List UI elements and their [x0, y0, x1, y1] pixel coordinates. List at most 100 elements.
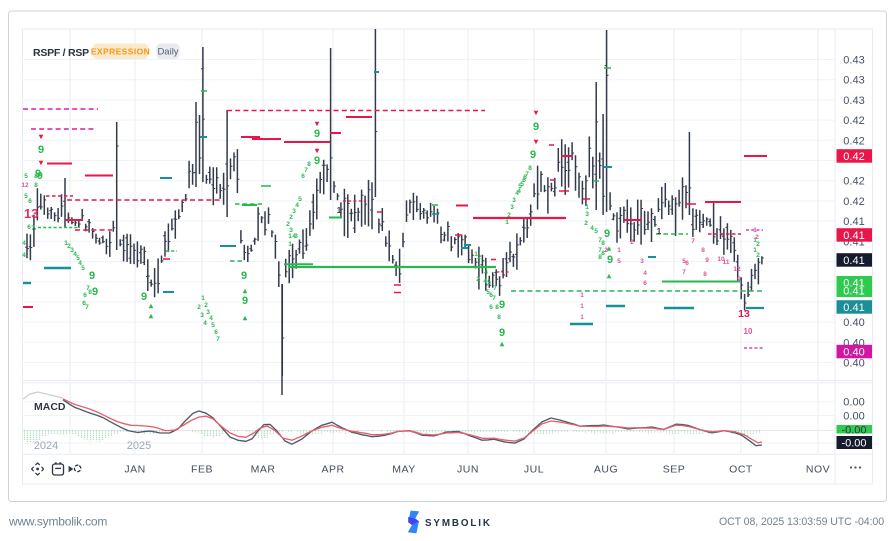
svg-text:8: 8 — [497, 314, 501, 321]
svg-text:MAR: MAR — [251, 464, 276, 476]
svg-text:0.42: 0.42 — [843, 176, 864, 188]
svg-text:5: 5 — [520, 181, 524, 188]
svg-text:SEP: SEP — [663, 464, 686, 476]
svg-text:9: 9 — [89, 270, 95, 282]
svg-text:2024: 2024 — [34, 440, 58, 452]
svg-text:5: 5 — [76, 255, 80, 262]
svg-text:4: 4 — [73, 251, 77, 258]
svg-text:5: 5 — [24, 193, 28, 200]
svg-text:FEB: FEB — [191, 464, 213, 476]
svg-text:SYMBOLIK: SYMBOLIK — [425, 518, 492, 529]
svg-text:8: 8 — [495, 304, 499, 311]
svg-text:EXPRESSION: EXPRESSION — [91, 47, 150, 57]
svg-text:3: 3 — [640, 258, 644, 265]
svg-text:1: 1 — [64, 240, 68, 247]
svg-text:10: 10 — [717, 256, 725, 263]
svg-text:0.43: 0.43 — [843, 55, 864, 67]
svg-text:9: 9 — [141, 291, 147, 303]
svg-text:13: 13 — [24, 206, 38, 221]
svg-text:8: 8 — [88, 289, 92, 296]
svg-text:1: 1 — [337, 206, 342, 215]
svg-text:4: 4 — [203, 320, 207, 327]
svg-text:3: 3 — [289, 227, 293, 234]
svg-text:6: 6 — [522, 177, 526, 184]
svg-text:7: 7 — [85, 304, 89, 311]
svg-text:2025: 2025 — [127, 440, 151, 452]
svg-text:7: 7 — [216, 336, 220, 343]
svg-text:5: 5 — [594, 228, 598, 235]
svg-text:0.42: 0.42 — [843, 151, 864, 163]
svg-text:2: 2 — [756, 252, 760, 259]
svg-text:5: 5 — [298, 196, 302, 203]
svg-text:0.42: 0.42 — [843, 196, 864, 208]
svg-text:4: 4 — [209, 315, 213, 322]
svg-text:3: 3 — [585, 211, 589, 218]
svg-text:6: 6 — [489, 304, 493, 311]
svg-text:9: 9 — [607, 254, 613, 266]
svg-text:OCT 08, 2025 13:03:59 UTC -04:: OCT 08, 2025 13:03:59 UTC -04:00 — [719, 516, 884, 528]
svg-text:4: 4 — [515, 190, 519, 197]
svg-text:7: 7 — [492, 295, 496, 302]
svg-text:2: 2 — [630, 239, 634, 246]
svg-text:7: 7 — [598, 247, 602, 254]
svg-text:2: 2 — [755, 234, 759, 241]
svg-text:4: 4 — [78, 260, 82, 267]
svg-text:2: 2 — [286, 221, 290, 228]
svg-text:0.00: 0.00 — [843, 397, 864, 409]
svg-text:4: 4 — [22, 252, 26, 259]
svg-text:NOV: NOV — [806, 464, 830, 476]
svg-text:3: 3 — [512, 197, 516, 204]
svg-text:6: 6 — [83, 292, 87, 299]
svg-text:7: 7 — [525, 171, 529, 178]
svg-text:7: 7 — [86, 285, 90, 292]
svg-text:9: 9 — [241, 270, 247, 282]
svg-text:9: 9 — [533, 121, 539, 133]
svg-text:MACD: MACD — [34, 401, 66, 413]
svg-text:4: 4 — [295, 202, 299, 209]
svg-text:1: 1 — [201, 295, 205, 302]
svg-text:9: 9 — [37, 171, 43, 182]
svg-text:0.41: 0.41 — [843, 286, 864, 298]
svg-text:1: 1 — [585, 204, 589, 211]
svg-text:8: 8 — [34, 182, 38, 189]
svg-text:8: 8 — [307, 161, 311, 168]
svg-text:0.41: 0.41 — [843, 278, 864, 290]
svg-text:-0.00: -0.00 — [841, 424, 866, 436]
svg-text:RSPF / RSP: RSPF / RSP — [33, 47, 89, 59]
svg-text:6: 6 — [523, 174, 527, 181]
svg-text:2: 2 — [584, 220, 588, 227]
svg-text:JUN: JUN — [457, 464, 479, 476]
svg-text:Daily: Daily — [157, 47, 178, 58]
svg-text:2: 2 — [507, 212, 511, 219]
svg-text:8: 8 — [601, 250, 605, 257]
svg-text:4: 4 — [292, 233, 296, 240]
svg-text:0.43: 0.43 — [843, 75, 864, 87]
svg-text:0.40: 0.40 — [843, 358, 864, 370]
svg-text:1: 1 — [288, 241, 292, 248]
svg-text:9: 9 — [314, 128, 320, 140]
svg-text:7: 7 — [304, 167, 308, 174]
svg-text:9: 9 — [35, 168, 41, 180]
svg-text:4: 4 — [517, 188, 521, 195]
svg-text:12: 12 — [733, 266, 741, 273]
svg-text:8: 8 — [703, 271, 707, 278]
svg-text:4: 4 — [590, 225, 594, 232]
svg-text:0.42: 0.42 — [843, 115, 864, 127]
svg-text:MAY: MAY — [392, 464, 415, 476]
svg-text:9: 9 — [38, 144, 44, 156]
svg-text:3: 3 — [200, 312, 204, 319]
svg-text:9: 9 — [705, 257, 709, 264]
svg-text:0.42: 0.42 — [843, 135, 864, 147]
svg-text:9: 9 — [314, 155, 320, 167]
svg-text:9: 9 — [499, 327, 505, 339]
svg-text:3: 3 — [70, 247, 74, 254]
svg-text:6: 6 — [28, 198, 32, 205]
svg-text:7: 7 — [691, 238, 695, 245]
svg-text:5: 5 — [682, 258, 686, 265]
svg-text:1: 1 — [580, 303, 584, 310]
svg-text:3: 3 — [206, 309, 210, 316]
svg-text:AUG: AUG — [594, 464, 618, 476]
svg-text:7: 7 — [31, 225, 35, 232]
svg-text:0.41: 0.41 — [843, 302, 864, 314]
svg-text:1: 1 — [617, 247, 621, 254]
